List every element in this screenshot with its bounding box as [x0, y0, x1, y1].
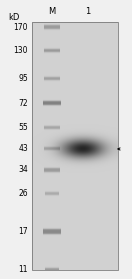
Text: 17: 17 — [18, 227, 28, 236]
Text: M: M — [48, 8, 56, 16]
Text: 170: 170 — [13, 23, 28, 32]
Text: 130: 130 — [13, 46, 28, 55]
Text: kD: kD — [8, 13, 19, 23]
Text: 95: 95 — [18, 74, 28, 83]
Text: 55: 55 — [18, 123, 28, 132]
Text: 11: 11 — [18, 265, 28, 275]
Bar — [32, 22, 118, 270]
Text: 34: 34 — [18, 165, 28, 174]
Text: 1: 1 — [85, 8, 91, 16]
Text: 43: 43 — [18, 145, 28, 153]
Text: 72: 72 — [18, 99, 28, 108]
Text: 26: 26 — [18, 189, 28, 198]
